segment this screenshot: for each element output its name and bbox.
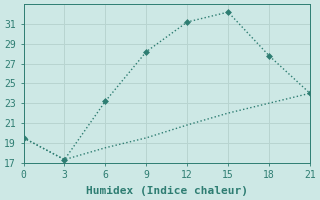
X-axis label: Humidex (Indice chaleur): Humidex (Indice chaleur) [86,186,248,196]
